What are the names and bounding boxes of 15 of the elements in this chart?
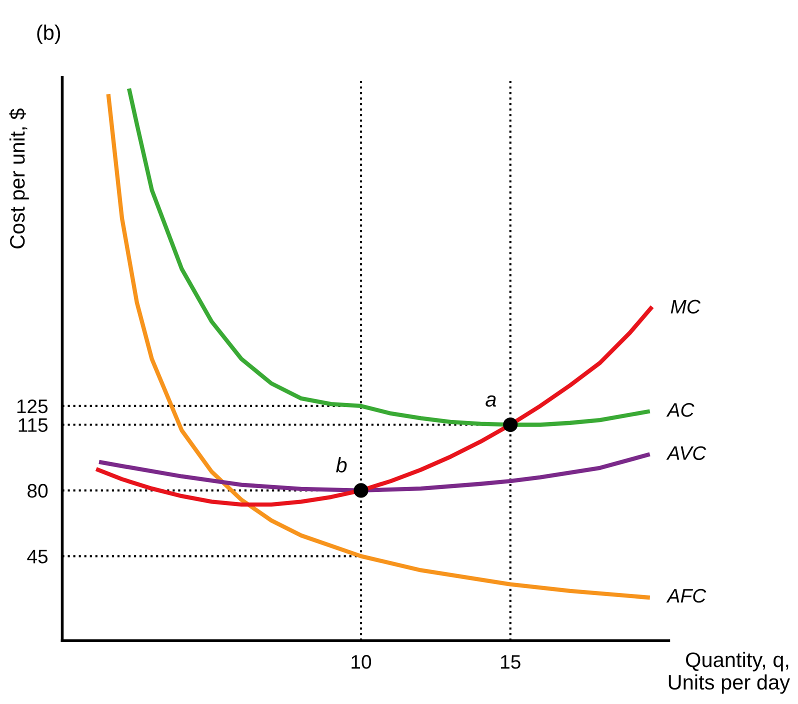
series-label: AFC (666, 588, 706, 603)
annotation: a (486, 395, 496, 407)
y-tick-label: 115 (18, 418, 48, 432)
y-tick-label: 125 (17, 399, 48, 414)
x-axis-title: Quantity, q, Units per day (668, 652, 790, 694)
x-tick-label: 15 (501, 655, 520, 669)
series-label: MC (670, 300, 701, 314)
series-label: AC (666, 403, 694, 417)
y-tick-label: 80 (28, 484, 48, 498)
annotation: b (336, 457, 347, 472)
x-tick-label: 10 (352, 655, 372, 669)
series-label: AVC (666, 446, 706, 460)
y-tick-label: 45 (27, 550, 48, 564)
chart-title: (b) (37, 24, 60, 44)
y-axis-title: Cost per unit, $ (9, 108, 29, 248)
